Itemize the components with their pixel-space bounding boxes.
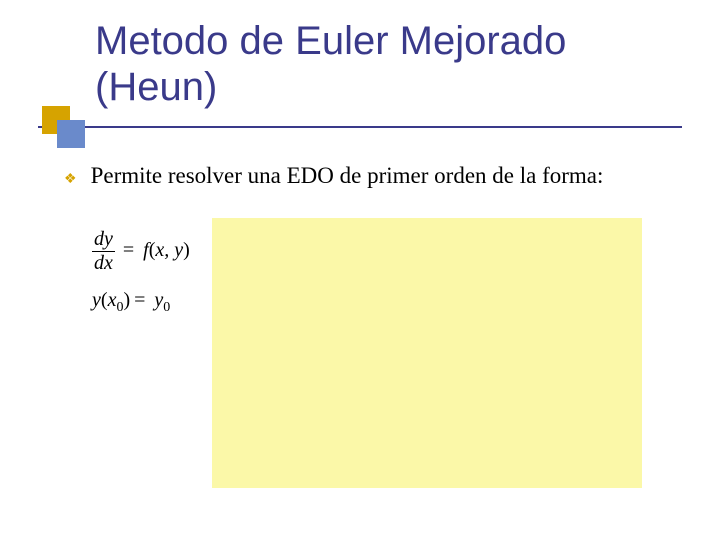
highlight-box bbox=[212, 218, 642, 488]
diamond-bullet-icon: ❖ bbox=[64, 164, 77, 192]
title-underline bbox=[38, 126, 682, 128]
formula-ode: dy dx = f(x, y) bbox=[92, 228, 262, 275]
rhs-args: x, y bbox=[155, 239, 183, 261]
ic-rhs-sub: 0 bbox=[163, 300, 170, 315]
accent-square-front bbox=[57, 120, 85, 148]
body-block: ❖ Permite resolver una EDO de primer ord… bbox=[64, 162, 676, 192]
ic-lhs-func: y bbox=[92, 289, 101, 311]
numerator: dy bbox=[92, 228, 115, 251]
bullet-row: ❖ Permite resolver una EDO de primer ord… bbox=[64, 162, 676, 192]
denominator: dx bbox=[92, 251, 115, 275]
slide-title: Metodo de Euler Mejorado (Heun) bbox=[95, 18, 685, 110]
slide: Metodo de Euler Mejorado (Heun) ❖ Permit… bbox=[0, 0, 720, 540]
formula-area: dy dx = f(x, y) y(x0)= y0 bbox=[92, 228, 262, 330]
fraction: dy dx bbox=[92, 228, 115, 275]
ic-rhs-base: y bbox=[154, 289, 163, 311]
equals-sign-2: = bbox=[134, 289, 145, 311]
title-block: Metodo de Euler Mejorado (Heun) bbox=[95, 18, 685, 110]
formula-ic: y(x0)= y0 bbox=[92, 289, 262, 316]
body-text: Permite resolver una EDO de primer orden… bbox=[91, 162, 604, 190]
equals-sign: = bbox=[123, 239, 134, 261]
